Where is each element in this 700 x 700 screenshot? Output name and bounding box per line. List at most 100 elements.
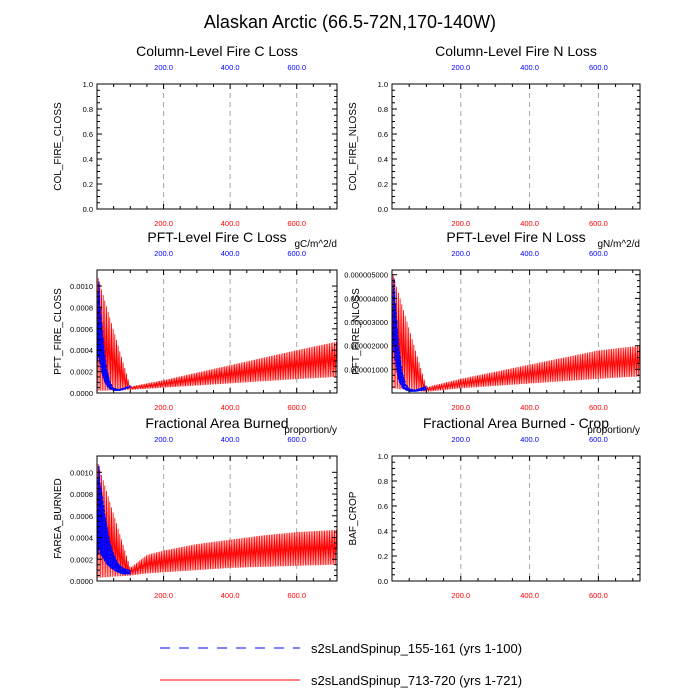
y-tick-label: 0.000001000	[344, 365, 388, 374]
series-blue	[392, 278, 427, 392]
units-label: proportion/y	[587, 425, 640, 436]
panel-title: Column-Level Fire C Loss	[136, 43, 298, 59]
y-tick-label: 0.000004000	[344, 294, 388, 303]
bottom-tick-label: 200.0	[451, 219, 470, 228]
top-tick-label: 600.0	[589, 435, 608, 444]
bottom-tick-label: 400.0	[221, 403, 240, 412]
plot-frame	[96, 269, 338, 394]
panel-title: Fractional Area Burned - Crop	[423, 415, 609, 431]
y-tick-label: 0.0008	[70, 303, 93, 312]
y-tick-label: 0.0	[83, 205, 93, 214]
top-tick-label: 400.0	[221, 63, 240, 72]
y-tick-label: 0.0006	[70, 325, 93, 334]
panel-baf-crop: Fractional Area Burned - Crop 0.0 0.2 0.4 0.…	[348, 415, 641, 600]
units-label: gN/m^2/d	[598, 239, 641, 250]
y-axis-label: PFT_FIRE_CLOSS	[53, 288, 64, 375]
panel-col-fire-closs: Column-Level Fire C Loss 0.0 0.2 0.4 0.6 0.8 1…	[53, 43, 338, 228]
y-tick-label: 1.0	[378, 80, 388, 89]
bottom-tick-label: 600.0	[589, 403, 608, 412]
top-tick-label: 600.0	[287, 63, 306, 72]
y-tick-label: 0.0004	[70, 346, 93, 355]
bottom-tick-label: 400.0	[221, 591, 240, 600]
y-tick-label: 0.0000	[70, 389, 93, 398]
y-tick-label: 0.0010	[70, 468, 93, 477]
figure-title: Alaskan Arctic (66.5-72N,170-140W)	[204, 12, 496, 32]
plot-frame	[96, 455, 338, 582]
panel-pft-fire-nloss: PFT-Level Fire N Loss 0.000001000 0.000002…	[344, 229, 641, 412]
y-tick-label: 0.000005000	[344, 271, 388, 280]
bottom-tick-label: 200.0	[451, 403, 470, 412]
series-red	[97, 278, 337, 391]
y-tick-label: 0.6	[83, 130, 93, 139]
y-tick-label: 1.0	[83, 80, 93, 89]
plot-frame	[391, 269, 641, 394]
y-axis-label: FAREA_BURNED	[53, 478, 64, 559]
y-tick-label: 0.2	[378, 552, 388, 561]
top-tick-label: 200.0	[154, 63, 173, 72]
y-tick-label: 1.0	[378, 452, 388, 461]
top-tick-label: 600.0	[589, 249, 608, 258]
y-tick-label: 0.6	[378, 502, 388, 511]
bottom-tick-label: 600.0	[589, 219, 608, 228]
panel-title: Fractional Area Burned	[145, 415, 288, 431]
panel-title: Column-Level Fire N Loss	[435, 43, 597, 59]
y-axis-label: COL_FIRE_NLOSS	[348, 102, 359, 191]
panel-col-fire-nloss: Column-Level Fire N Loss 0.0 0.2 0.4 0.6 0.8 1…	[348, 43, 641, 228]
y-tick-label: 0.0002	[70, 555, 93, 564]
y-tick-label: 0.2	[378, 180, 388, 189]
top-tick-label: 400.0	[221, 435, 240, 444]
top-tick-label: 400.0	[520, 249, 539, 258]
y-tick-label: 0.8	[378, 477, 388, 486]
series-blue	[97, 465, 131, 575]
bottom-tick-label: 400.0	[520, 219, 539, 228]
y-tick-label: 0.4	[378, 527, 388, 536]
bottom-tick-label: 200.0	[451, 591, 470, 600]
plot-frame	[391, 455, 641, 582]
series-red	[97, 464, 337, 578]
top-tick-label: 200.0	[451, 63, 470, 72]
y-tick-label: 0.8	[83, 105, 93, 114]
bottom-tick-label: 200.0	[154, 591, 173, 600]
bottom-tick-label: 600.0	[287, 219, 306, 228]
bottom-tick-label: 200.0	[154, 403, 173, 412]
top-tick-label: 200.0	[154, 249, 173, 258]
top-tick-label: 200.0	[451, 435, 470, 444]
series-line	[97, 465, 131, 575]
top-tick-label: 600.0	[287, 435, 306, 444]
y-tick-label: 0.0004	[70, 534, 93, 543]
bottom-tick-label: 400.0	[520, 591, 539, 600]
y-tick-label: 0.000003000	[344, 318, 388, 327]
top-tick-label: 200.0	[154, 435, 173, 444]
y-tick-label: 0.2	[83, 180, 93, 189]
plot-frame	[96, 83, 338, 210]
series-line	[97, 464, 337, 578]
legend-label: s2sLandSpinup_155-161 (yrs 1-100)	[311, 641, 522, 656]
y-tick-label: 0.0	[378, 205, 388, 214]
top-tick-label: 400.0	[221, 249, 240, 258]
bottom-tick-label: 600.0	[287, 403, 306, 412]
series-red	[392, 275, 640, 392]
bottom-tick-label: 400.0	[221, 219, 240, 228]
panel-pft-fire-closs: PFT-Level Fire C Loss 0.0000 0.0002 0.0004 0…	[53, 229, 338, 412]
y-tick-label: 0.6	[378, 130, 388, 139]
bottom-tick-label: 600.0	[287, 591, 306, 600]
y-tick-label: 0.0002	[70, 368, 93, 377]
y-tick-label: 0.0010	[70, 282, 93, 291]
y-tick-label: 0.0008	[70, 490, 93, 499]
top-tick-label: 600.0	[589, 63, 608, 72]
series-line	[97, 278, 337, 391]
y-tick-label: 0.8	[378, 105, 388, 114]
y-tick-label: 0.000002000	[344, 342, 388, 351]
y-axis-label: BAF_CROP	[348, 491, 359, 545]
units-label: gC/m^2/d	[295, 239, 338, 250]
bottom-tick-label: 400.0	[520, 403, 539, 412]
legend-item: s2sLandSpinup_713-720 (yrs 1-721)	[160, 673, 522, 688]
units-label: proportion/y	[284, 425, 337, 436]
top-tick-label: 400.0	[520, 435, 539, 444]
panel-farea-burned: Fractional Area Burned 0.0000 0.0002 0.0004…	[53, 415, 338, 600]
y-axis-label: COL_FIRE_CLOSS	[53, 102, 64, 191]
y-tick-label: 0.0006	[70, 512, 93, 521]
series-line	[392, 278, 427, 392]
legend: s2sLandSpinup_155-161 (yrs 1-100) s2sLand…	[160, 641, 522, 688]
